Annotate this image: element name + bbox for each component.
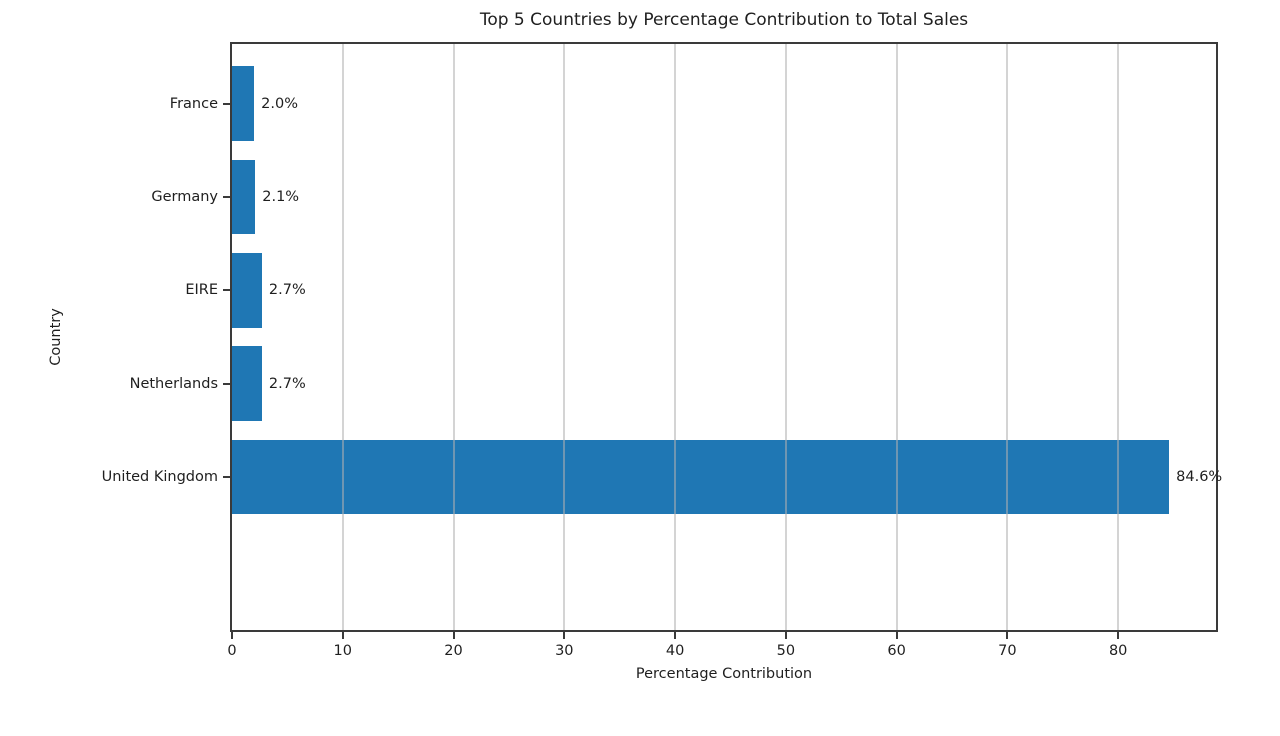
bar	[232, 346, 262, 421]
x-tick-mark	[1117, 632, 1120, 639]
gridline	[674, 44, 677, 630]
bar-value-label: 2.7%	[268, 375, 306, 392]
y-axis-label: Country	[48, 308, 64, 366]
x-tick-mark	[341, 632, 344, 639]
gridline	[1117, 44, 1120, 630]
chart-title: Top 5 Countries by Percentage Contributi…	[479, 10, 969, 30]
x-tick-mark	[784, 632, 787, 639]
y-tick-label: United Kingdom	[101, 468, 218, 485]
x-tick-label: 30	[555, 643, 574, 659]
bar	[232, 66, 255, 142]
x-tick-mark	[452, 632, 455, 639]
x-tick-label: 50	[776, 643, 796, 659]
bar-value-label: 2.1%	[262, 189, 300, 206]
x-tick-label: 10	[333, 643, 352, 659]
y-tick-mark	[223, 196, 230, 199]
bar	[232, 439, 1170, 515]
y-tick-mark	[223, 102, 230, 105]
bar	[232, 159, 256, 235]
bar	[232, 253, 262, 328]
y-tick-label: EIRE	[185, 282, 218, 299]
x-tick-mark	[563, 632, 566, 639]
x-tick-label: 40	[665, 643, 685, 659]
gridline	[1006, 44, 1009, 630]
x-tick-mark	[231, 632, 233, 639]
x-tick-mark	[895, 632, 898, 639]
x-tick-label: 60	[887, 643, 906, 659]
y-tick-label: Netherlands	[129, 375, 218, 392]
x-tick-mark	[674, 632, 677, 639]
x-tick-label: 20	[444, 643, 463, 659]
y-tick-mark	[223, 475, 230, 478]
gridline	[341, 44, 344, 630]
x-tick-label: 0	[227, 643, 237, 659]
gridline	[895, 44, 898, 630]
y-tick-mark	[223, 289, 230, 292]
y-tick-label: France	[169, 95, 218, 112]
x-axis-label: Percentage Contribution	[635, 666, 813, 682]
x-tick-label: 80	[1108, 643, 1128, 659]
y-tick-mark	[223, 382, 230, 385]
x-tick-label: 70	[998, 643, 1017, 659]
bar-value-label: 84.6%	[1176, 468, 1223, 485]
y-tick-label: Germany	[151, 189, 218, 206]
x-tick-mark	[1006, 632, 1009, 639]
gridline	[784, 44, 787, 630]
bar-value-label: 2.0%	[261, 95, 298, 112]
gridline	[452, 44, 455, 630]
gridline	[563, 44, 566, 630]
bar-value-label: 2.7%	[268, 282, 306, 299]
plot-area	[230, 42, 1218, 632]
